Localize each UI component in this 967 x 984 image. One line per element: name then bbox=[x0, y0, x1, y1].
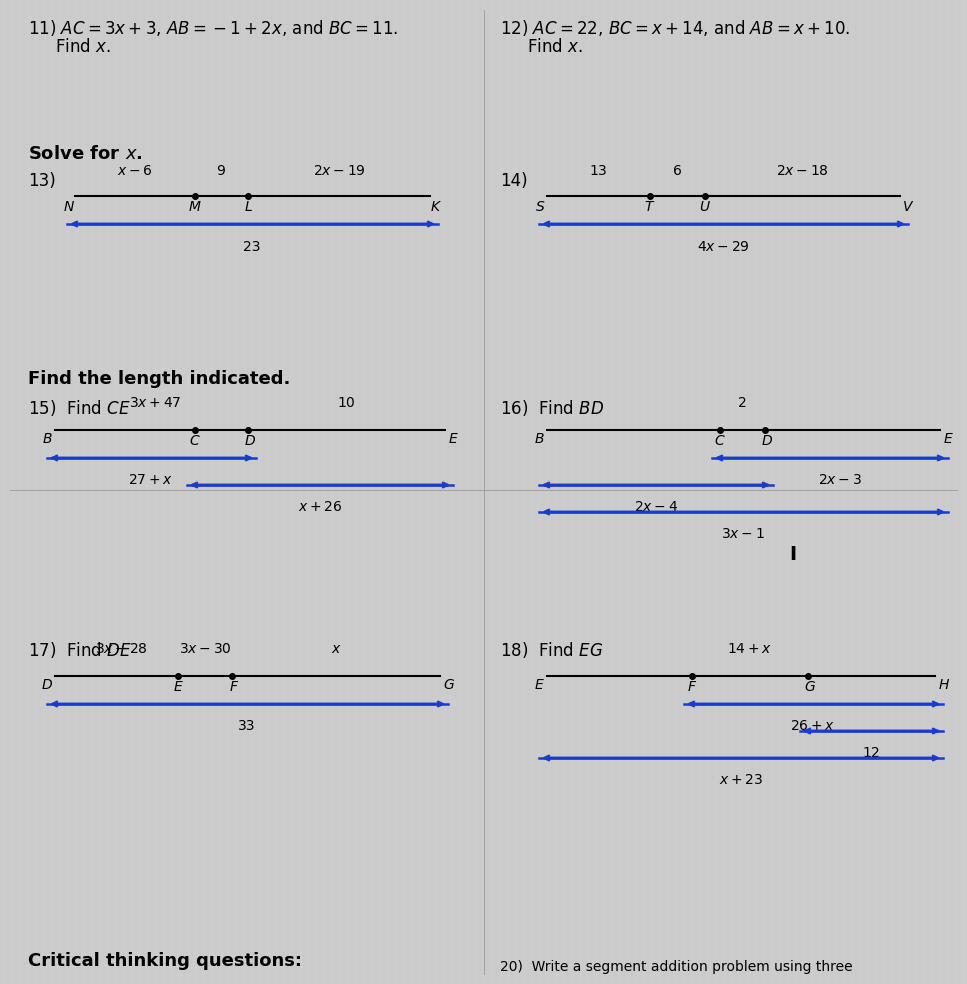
Text: $F$: $F$ bbox=[687, 680, 697, 694]
Text: Critical thinking questions:: Critical thinking questions: bbox=[28, 952, 302, 970]
Text: $E$: $E$ bbox=[173, 680, 184, 694]
Text: $9$: $9$ bbox=[216, 164, 226, 178]
Text: $3x+47$: $3x+47$ bbox=[129, 396, 181, 410]
Text: 17)  Find $\mathit{DE}$: 17) Find $\mathit{DE}$ bbox=[28, 640, 132, 660]
Text: 23: 23 bbox=[244, 240, 261, 254]
Text: $3x-28$: $3x-28$ bbox=[95, 642, 147, 656]
Text: 12) $\mathit{AC}=22$, $\mathit{BC}=x+14$, and $\mathit{AB}=x+10$.: 12) $\mathit{AC}=22$, $\mathit{BC}=x+14$… bbox=[500, 18, 850, 38]
Text: $6$: $6$ bbox=[672, 164, 682, 178]
Text: $\mathbf{I}$: $\mathbf{I}$ bbox=[789, 545, 797, 564]
Text: $L$: $L$ bbox=[244, 200, 252, 214]
Text: $V$: $V$ bbox=[902, 200, 914, 214]
Text: 14): 14) bbox=[500, 172, 528, 190]
Text: $2x-19$: $2x-19$ bbox=[312, 164, 366, 178]
Text: $2$: $2$ bbox=[737, 396, 747, 410]
Text: $x+23$: $x+23$ bbox=[718, 773, 763, 787]
Text: $D$: $D$ bbox=[761, 434, 773, 448]
Text: Find $x$.: Find $x$. bbox=[55, 38, 111, 56]
Text: $x$: $x$ bbox=[331, 642, 341, 656]
Text: $13$: $13$ bbox=[589, 164, 607, 178]
Text: $C$: $C$ bbox=[715, 434, 726, 448]
Text: $D$: $D$ bbox=[244, 434, 256, 448]
Text: $x-6$: $x-6$ bbox=[117, 164, 153, 178]
Text: $N$: $N$ bbox=[63, 200, 75, 214]
Text: 16)  Find $\mathit{BD}$: 16) Find $\mathit{BD}$ bbox=[500, 398, 604, 418]
Text: $2x-18$: $2x-18$ bbox=[776, 164, 829, 178]
Text: Find the length indicated.: Find the length indicated. bbox=[28, 370, 290, 388]
Text: $27+x$: $27+x$ bbox=[129, 473, 173, 487]
Text: $E$: $E$ bbox=[534, 678, 545, 692]
Text: $B$: $B$ bbox=[535, 432, 545, 446]
Text: $T$: $T$ bbox=[644, 200, 656, 214]
Text: $G$: $G$ bbox=[804, 680, 816, 694]
Text: $E$: $E$ bbox=[448, 432, 458, 446]
Text: $H$: $H$ bbox=[938, 678, 950, 692]
Text: Find $x$.: Find $x$. bbox=[527, 38, 583, 56]
Text: $C$: $C$ bbox=[190, 434, 201, 448]
Text: $F$: $F$ bbox=[229, 680, 239, 694]
Text: $G$: $G$ bbox=[443, 678, 455, 692]
Text: $12$: $12$ bbox=[862, 746, 880, 760]
Text: Solve for $x$.: Solve for $x$. bbox=[28, 145, 143, 163]
Text: $14+x$: $14+x$ bbox=[727, 642, 773, 656]
Text: 11) $\mathit{AC}=3x+3$, $\mathit{AB}=-1+2x$, and $\mathit{BC}=11$.: 11) $\mathit{AC}=3x+3$, $\mathit{AB}=-1+… bbox=[28, 18, 398, 38]
Text: $D$: $D$ bbox=[41, 678, 53, 692]
Text: $26+x$: $26+x$ bbox=[790, 719, 835, 733]
Text: 33: 33 bbox=[238, 719, 255, 733]
Text: 20)  Write a segment addition problem using three: 20) Write a segment addition problem usi… bbox=[500, 960, 853, 974]
Text: $3x-1$: $3x-1$ bbox=[721, 527, 765, 541]
Text: $4x-29$: $4x-29$ bbox=[697, 240, 749, 254]
Text: 15)  Find $\mathit{CE}$: 15) Find $\mathit{CE}$ bbox=[28, 398, 131, 418]
Text: $3x-30$: $3x-30$ bbox=[179, 642, 231, 656]
Text: 18)  Find $\mathit{EG}$: 18) Find $\mathit{EG}$ bbox=[500, 640, 603, 660]
Text: $K$: $K$ bbox=[430, 200, 442, 214]
Text: 13): 13) bbox=[28, 172, 56, 190]
Text: $2x-4$: $2x-4$ bbox=[634, 500, 678, 514]
Text: $B$: $B$ bbox=[43, 432, 53, 446]
Text: $U$: $U$ bbox=[699, 200, 711, 214]
Text: $2x-3$: $2x-3$ bbox=[818, 473, 862, 487]
Text: $x+26$: $x+26$ bbox=[298, 500, 342, 514]
Text: $M$: $M$ bbox=[189, 200, 202, 214]
Text: $10$: $10$ bbox=[337, 396, 355, 410]
Text: $S$: $S$ bbox=[535, 200, 545, 214]
Text: $E$: $E$ bbox=[943, 432, 953, 446]
